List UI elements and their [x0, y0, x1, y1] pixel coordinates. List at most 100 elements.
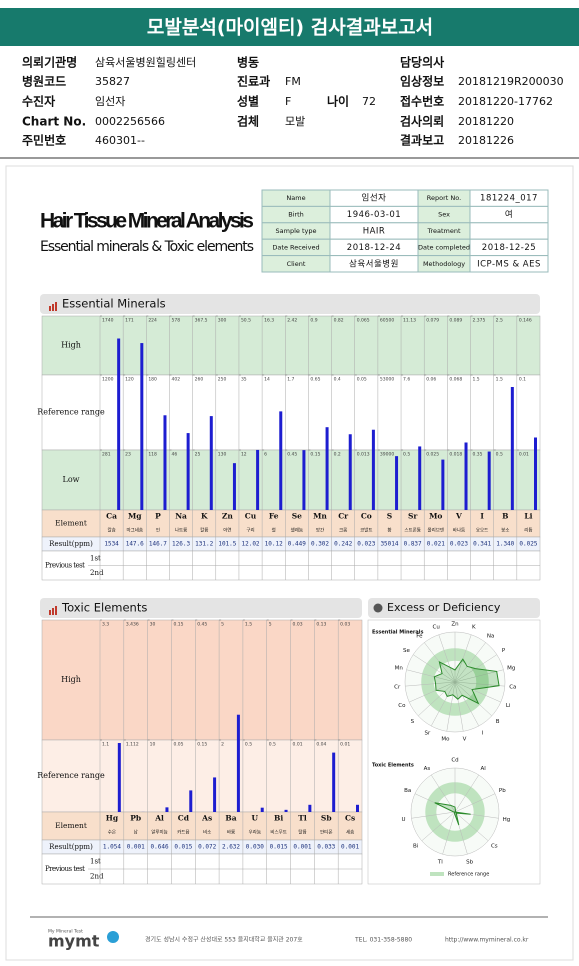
element-name: 칼륨 — [200, 527, 208, 534]
section-header — [40, 598, 362, 618]
section-icon — [52, 304, 54, 311]
element-symbol: Pb — [130, 814, 141, 823]
sample-label: Date Received — [272, 243, 319, 251]
element-symbol: Fe — [269, 512, 279, 521]
result-bar — [534, 437, 537, 510]
radar-axis-label: Cu — [433, 625, 440, 631]
scale-label: 0.013 — [357, 452, 370, 458]
element-name: 리튬 — [524, 527, 532, 534]
radar-axis-label: V — [463, 737, 467, 743]
sample-label: Sample type — [276, 227, 317, 235]
radar-axis-label: K — [472, 625, 476, 631]
scale-label: 1.5 — [473, 377, 480, 383]
footer-url: http://www.mymineral.co.kr — [445, 937, 529, 944]
element-symbol: Cr — [338, 512, 349, 521]
radar-axis-label: Sr — [425, 731, 431, 737]
scale-label: 11.13 — [403, 318, 416, 324]
band-label: High — [61, 675, 81, 684]
section-title: Toxic Elements — [61, 601, 147, 615]
result-bar — [308, 804, 312, 812]
radar-axis-label: Zn — [451, 622, 459, 628]
legend-label: Reference range — [448, 872, 489, 878]
info-value: 삼육서울병원힐링센터 — [95, 56, 196, 69]
result-value: 146.7 — [149, 541, 167, 548]
row-label: 1st — [90, 858, 101, 866]
band — [41, 739, 363, 813]
result-bar — [302, 450, 306, 510]
element-symbol: S — [387, 512, 392, 521]
radar-axis-label: Sb — [466, 859, 473, 865]
radar-axis-label: Ca — [509, 684, 516, 690]
sample-label: Name — [286, 194, 305, 202]
result-bar — [117, 743, 121, 812]
element-symbol: Sr — [408, 512, 418, 521]
element-symbol: As — [201, 814, 212, 823]
scale-label: 0.5 — [245, 742, 252, 748]
scale-label: 53000 — [380, 377, 394, 383]
element-symbol: Zn — [222, 512, 233, 521]
legend-swatch — [430, 872, 444, 876]
sample-label: Client — [287, 260, 306, 268]
row-label: 2nd — [90, 873, 104, 881]
info-label: 병동 — [237, 55, 259, 70]
result-value: 0.001 — [127, 844, 145, 851]
radar-axis-label: Fe — [416, 634, 423, 640]
radar-spoke — [405, 681, 456, 687]
radar-axis-label: Li — [506, 703, 511, 709]
element-symbol: Co — [361, 512, 372, 521]
result-bar — [213, 777, 217, 812]
element-name: 스트론튬 — [404, 528, 421, 534]
scale-label: 50.5 — [241, 318, 251, 324]
sample-value: 2018-12-25 — [482, 243, 536, 253]
scale-label: 0.5 — [403, 452, 410, 458]
section-icon — [49, 306, 51, 311]
scale-label: 23 — [125, 452, 131, 458]
scale-label: 0.079 — [426, 318, 439, 324]
radar-spoke — [454, 774, 479, 813]
sample-label: Report No. — [427, 194, 461, 202]
info-value: 0002256566 — [95, 115, 165, 128]
sample-value: 1946-03-01 — [347, 210, 401, 220]
result-bar — [209, 416, 213, 510]
scale-label: 16.3 — [264, 318, 274, 324]
radar-label: Essential Minerals — [372, 630, 423, 636]
result-value: 101.5 — [218, 541, 236, 548]
scale-label: 0.025 — [426, 452, 439, 458]
result-bar — [236, 714, 240, 812]
element-symbol: Cd — [178, 814, 190, 823]
band-label: Reference range — [37, 771, 105, 780]
element-row — [41, 811, 363, 841]
sample-label: Date completed — [418, 243, 470, 251]
value-cell — [469, 255, 549, 273]
radar-spoke — [454, 811, 489, 842]
result-value: 0.030 — [246, 844, 264, 851]
row-label: Result(ppm) — [49, 843, 93, 851]
band-label: High — [61, 341, 81, 350]
header-title: 모발분석(마이엠티) 검사결과보고서 — [147, 17, 433, 39]
radar-axis-label: Mg — [507, 665, 515, 671]
row-label: Element — [55, 821, 87, 830]
scale-label: 0.13 — [316, 622, 326, 628]
element-symbol: Hg — [106, 814, 119, 823]
result-value: 0.302 — [311, 541, 329, 548]
radar-spoke — [442, 811, 456, 855]
info-label: 나이 — [327, 94, 349, 109]
scale-label: 281 — [102, 452, 111, 458]
element-symbol: Ca — [106, 512, 117, 521]
element-name: 칼슘 — [107, 527, 115, 534]
element-name: 인 — [156, 527, 160, 534]
section-header — [368, 598, 540, 618]
result-bar — [260, 807, 264, 812]
scale-label: 0.82 — [334, 318, 344, 324]
result-bar — [186, 433, 190, 510]
radar-axis-label: Co — [398, 703, 406, 709]
sample-value: HAIR — [363, 227, 386, 237]
result-value: 126.3 — [172, 541, 190, 548]
result-bar — [371, 429, 375, 510]
scale-label: 0.03 — [293, 622, 303, 628]
section-title: Excess or Deficiency — [387, 601, 501, 614]
scale-label: 25 — [195, 452, 201, 458]
element-name: 크롬 — [339, 528, 347, 534]
element-row — [41, 509, 541, 538]
radar-spoke — [454, 681, 480, 727]
